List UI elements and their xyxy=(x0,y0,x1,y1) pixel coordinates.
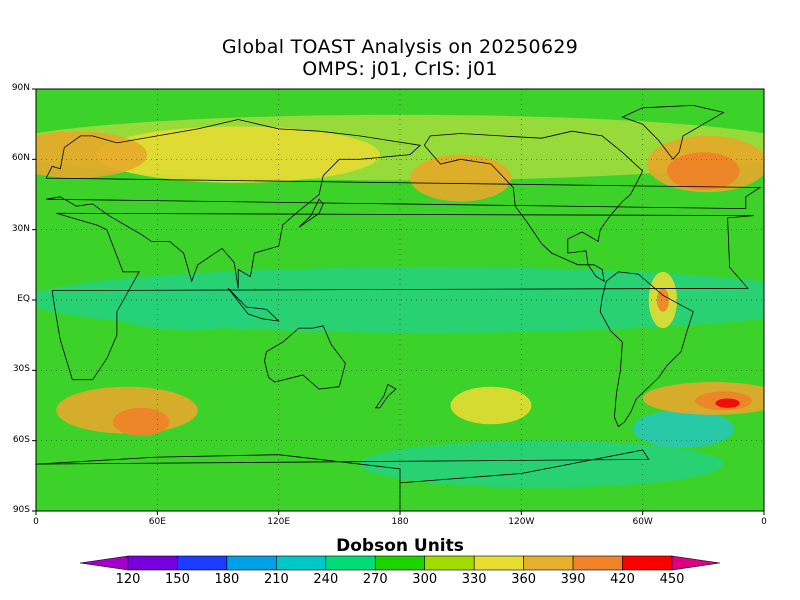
chart-subtitle: OMPS: j01, CrIS: j01 xyxy=(302,58,498,80)
ozone-region-9 xyxy=(666,152,740,190)
colorbar-level-label: 180 xyxy=(214,572,240,587)
ozone-region-12 xyxy=(450,386,532,425)
coastline-0 xyxy=(51,212,754,381)
ozone-region-6 xyxy=(36,131,148,179)
gridlines xyxy=(36,89,764,511)
lat-tick-label: 60S xyxy=(12,434,30,445)
coastline-4 xyxy=(264,325,346,390)
colorbar-level-label: 360 xyxy=(511,572,537,587)
colorbar-level-label: 420 xyxy=(610,572,635,587)
ozone-region-7 xyxy=(410,154,512,202)
lat-tick-label: EQ xyxy=(17,294,30,304)
lat-tick-label: 60N xyxy=(11,153,30,164)
lon-tick-label: 0 xyxy=(33,517,39,527)
colorbar-level-label: 330 xyxy=(461,572,487,587)
colorbar-title: Dobson Units xyxy=(336,536,464,556)
colorbar-level-label: 240 xyxy=(313,572,339,587)
coastline-5 xyxy=(621,104,725,160)
lon-tick-label: 60W xyxy=(632,517,653,527)
colorbar-level-label: 150 xyxy=(165,572,190,587)
lon-tick-label: 0 xyxy=(761,517,767,527)
colorbar-level-label: 450 xyxy=(659,572,685,587)
lon-tick-label: 180 xyxy=(391,517,409,527)
coastline-6 xyxy=(374,383,397,409)
coastline-7 xyxy=(227,288,280,322)
coastline-2 xyxy=(423,130,644,282)
chart-title: Global TOAST Analysis on 20250629 xyxy=(221,36,579,58)
ozone-region-1 xyxy=(106,283,269,331)
ozone-region-5 xyxy=(96,126,380,183)
lon-tick-label: 120E xyxy=(267,517,291,527)
lat-tick-label: 30S xyxy=(12,364,30,375)
coastlines xyxy=(36,104,762,511)
colorbar-level-label: 120 xyxy=(115,572,141,587)
lat-tick-label: 90N xyxy=(11,83,30,93)
colorbar-level-label: 390 xyxy=(560,572,586,587)
colorbar-level-label: 270 xyxy=(362,572,388,587)
ozone-field xyxy=(36,114,764,488)
coastline-8 xyxy=(298,198,324,228)
axis-ticks xyxy=(32,88,765,515)
ozone-region-15 xyxy=(715,398,740,408)
ozone-region-3 xyxy=(359,440,724,488)
lon-tick-label: 120W xyxy=(508,517,535,527)
colorbar-level-label: 210 xyxy=(263,572,289,587)
coastline-3 xyxy=(599,271,694,428)
coastline-1 xyxy=(45,119,762,289)
lat-tick-label: 30N xyxy=(11,223,30,234)
colorbar-level-label: 300 xyxy=(412,572,438,587)
lon-tick-label: 60E xyxy=(148,517,166,527)
ozone-region-17 xyxy=(656,288,669,312)
ozone-region-2 xyxy=(632,410,734,448)
ozone-region-11 xyxy=(112,407,170,436)
lat-tick-label: 90S xyxy=(12,505,30,515)
